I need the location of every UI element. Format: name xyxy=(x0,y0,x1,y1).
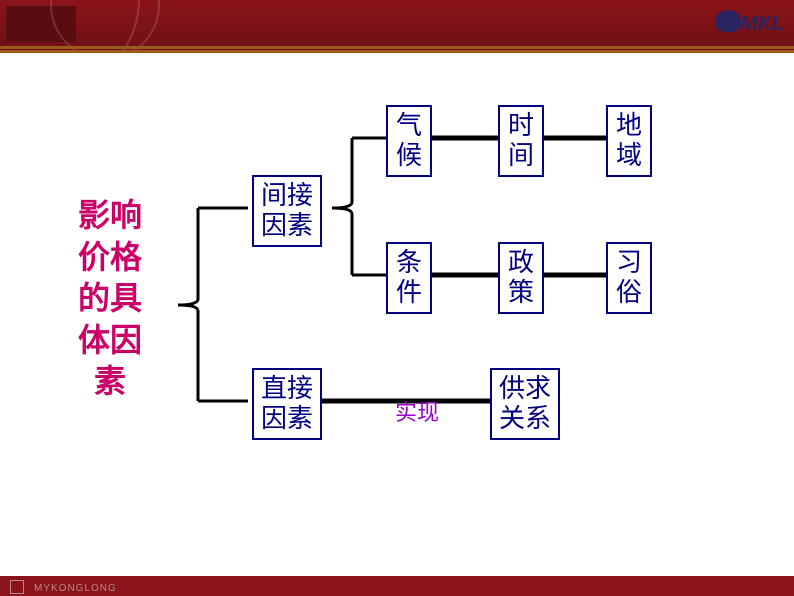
footer-bar: MYKONGLONG xyxy=(0,576,794,596)
main-title: 影响价格的具体因素 xyxy=(78,195,142,403)
edge-label-realize: 实现 xyxy=(395,395,439,427)
node-indirect-factors: 间接因素 xyxy=(252,175,322,247)
node-custom: 习俗 xyxy=(606,242,652,314)
node-time: 时间 xyxy=(498,105,544,177)
dino-icon xyxy=(715,10,741,32)
logo-text: MKL xyxy=(741,13,784,35)
footer-text: MYKONGLONG xyxy=(34,583,117,594)
header-line-1 xyxy=(0,46,794,49)
node-condition: 条件 xyxy=(386,242,432,314)
node-supply-demand: 供求关系 xyxy=(490,368,560,440)
header-bar: MKL xyxy=(0,0,794,50)
node-policy: 政策 xyxy=(498,242,544,314)
node-climate: 气候 xyxy=(386,105,432,177)
diagram-area: 影响价格的具体因素 间接因素 直接因素 气候 时间 地域 条件 政策 习俗 供求… xyxy=(0,50,794,576)
node-region: 地域 xyxy=(606,105,652,177)
node-direct-factors: 直接因素 xyxy=(252,368,322,440)
logo: MKL xyxy=(715,8,784,36)
footer-icon xyxy=(10,580,24,594)
